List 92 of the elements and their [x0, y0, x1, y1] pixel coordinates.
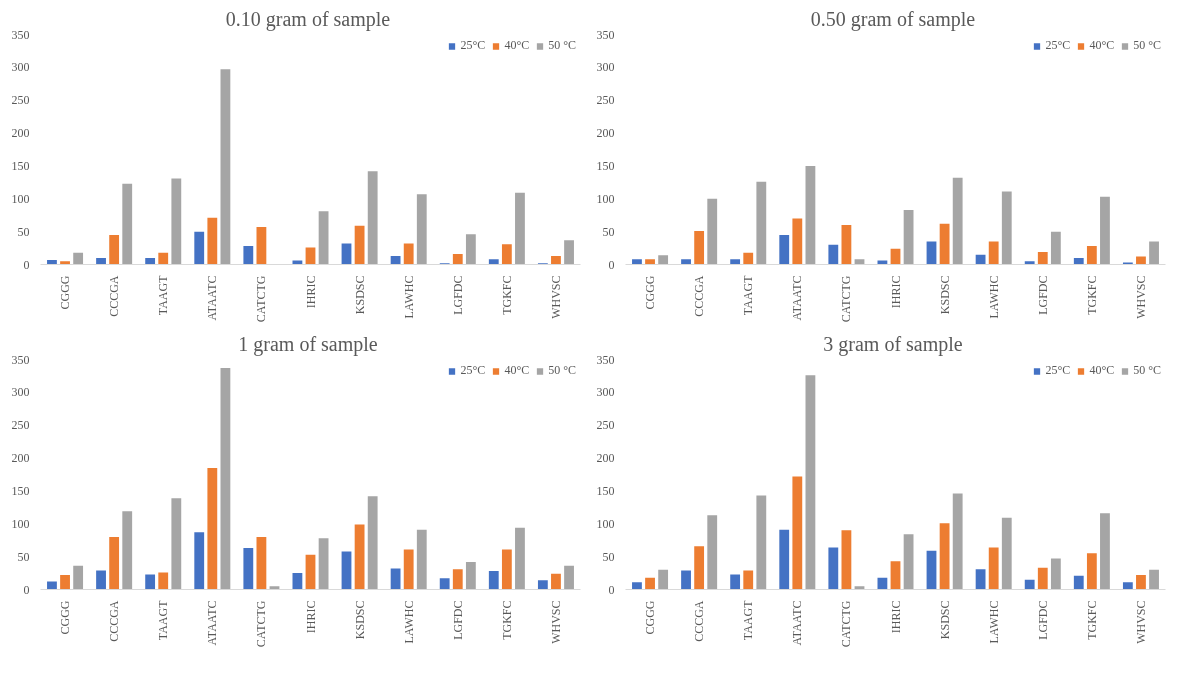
y-tick-label: 0	[608, 582, 615, 597]
x-tick-label: CGGG	[643, 600, 658, 635]
y-tick-label: 300	[11, 60, 30, 75]
x-tick-label: CATCTG	[839, 275, 854, 323]
y-tick-label: 50	[602, 549, 615, 564]
x-tick-label: IHRIC	[888, 600, 903, 634]
y-tick-label: 300	[596, 385, 615, 400]
x-tick-label: KSDSC	[937, 600, 952, 640]
y-tick-label: 350	[596, 352, 615, 367]
y-tick-label: 200	[596, 451, 615, 466]
y-tick-label: 100	[596, 191, 615, 206]
y-tick-label: 50	[602, 224, 615, 239]
x-tick-label: LAWHC	[986, 600, 1001, 644]
x-tick-label: LAWHC	[986, 275, 1001, 319]
x-tick-label: TGKFC	[1084, 600, 1099, 640]
x-tick-label: TGKFC	[1084, 275, 1099, 315]
x-tick-label: WHVSC	[548, 275, 563, 319]
chart-title: 1 gram of sample	[238, 332, 378, 356]
x-tick-label: TAAGT	[741, 599, 756, 641]
x-tick-label: WHVSC	[1133, 600, 1148, 644]
legend-label: 40°C	[1089, 38, 1115, 53]
y-tick-label: 0	[23, 257, 30, 272]
x-tick-label: CATCTG	[254, 600, 269, 648]
legend-label: 40°C	[1089, 363, 1115, 378]
y-tick-label: 300	[596, 60, 615, 75]
y-tick-label: 150	[596, 483, 615, 498]
y-tick-label: 350	[596, 27, 615, 42]
x-tick-label: LGFDC	[1035, 275, 1050, 315]
x-tick-label: CCCGA	[692, 600, 707, 642]
legend-label: 40°C	[504, 363, 530, 378]
legend-label: 50 °C	[548, 38, 576, 53]
y-tick-label: 100	[11, 516, 30, 531]
x-tick-label: CGGG	[58, 600, 73, 635]
x-tick-label: TAAGT	[741, 274, 756, 316]
y-tick-label: 150	[11, 483, 30, 498]
x-tick-label: CGGG	[643, 275, 658, 310]
x-tick-label: CCCGA	[692, 275, 707, 317]
legend-label: 50 °C	[1133, 38, 1161, 53]
y-tick-label: 250	[11, 418, 30, 433]
y-tick-label: 100	[596, 516, 615, 531]
y-tick-label: 200	[11, 126, 30, 141]
y-tick-label: 250	[596, 93, 615, 108]
x-tick-label: ATAATC	[790, 600, 805, 646]
x-tick-label: TAAGT	[156, 599, 171, 641]
legend-label: 50 °C	[548, 363, 576, 378]
x-tick-label: CCCGA	[107, 600, 122, 642]
x-tick-label: ATAATC	[205, 275, 220, 321]
x-tick-label: ATAATC	[205, 600, 220, 646]
y-tick-label: 50	[17, 224, 30, 239]
x-tick-label: LGFDC	[450, 275, 465, 315]
y-tick-label: 250	[11, 93, 30, 108]
y-tick-label: 150	[11, 158, 30, 173]
legend-label: 25°C	[460, 38, 486, 53]
chart-title: 3 gram of sample	[823, 332, 963, 356]
y-tick-label: 200	[596, 126, 615, 141]
y-tick-label: 250	[596, 418, 615, 433]
x-tick-label: ATAATC	[790, 275, 805, 321]
x-tick-label: WHVSC	[1133, 275, 1148, 319]
x-tick-label: KSDSC	[352, 600, 367, 640]
x-tick-label: CCCGA	[107, 275, 122, 317]
x-tick-label: CATCTG	[254, 275, 269, 323]
x-tick-label: TAAGT	[156, 274, 171, 316]
x-tick-label: TGKFC	[499, 600, 514, 640]
y-tick-label: 0	[608, 257, 615, 272]
y-tick-label: 0	[23, 582, 30, 597]
legend-label: 40°C	[504, 38, 530, 53]
legend-label: 25°C	[1045, 363, 1071, 378]
legend-label: 50 °C	[1133, 363, 1161, 378]
chart-title: 0.50 gram of sample	[810, 7, 976, 31]
y-tick-label: 50	[17, 549, 30, 564]
legend-label: 25°C	[460, 363, 486, 378]
x-tick-label: CGGG	[58, 275, 73, 310]
x-tick-label: CATCTG	[839, 600, 854, 648]
x-tick-label: IHRIC	[888, 275, 903, 309]
y-tick-label: 100	[11, 191, 30, 206]
x-tick-label: LAWHC	[401, 275, 416, 319]
x-tick-label: LGFDC	[1035, 600, 1050, 640]
x-tick-label: LAWHC	[401, 600, 416, 644]
y-tick-label: 350	[11, 352, 30, 367]
x-tick-label: KSDSC	[937, 275, 952, 315]
legend-label: 25°C	[1045, 38, 1071, 53]
x-tick-label: LGFDC	[450, 600, 465, 640]
y-tick-label: 300	[11, 385, 30, 400]
y-tick-label: 150	[596, 158, 615, 173]
y-tick-label: 200	[11, 451, 30, 466]
x-tick-label: TGKFC	[499, 275, 514, 315]
x-tick-label: WHVSC	[548, 600, 563, 644]
y-tick-label: 350	[11, 27, 30, 42]
x-tick-label: IHRIC	[303, 600, 318, 634]
x-tick-label: IHRIC	[303, 275, 318, 309]
chart-title: 0.10 gram of sample	[225, 7, 391, 31]
x-tick-label: KSDSC	[352, 275, 367, 315]
